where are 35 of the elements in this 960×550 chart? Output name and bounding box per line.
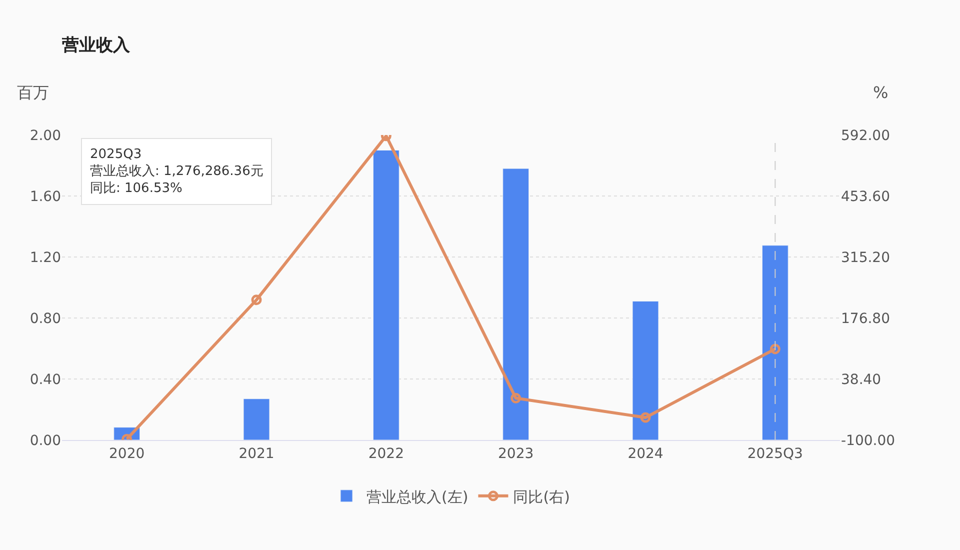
y2-tick-label: 453.60 <box>841 188 890 205</box>
annotation: 2025Q3 <box>90 147 142 162</box>
x-tick-label: 2020 <box>109 446 145 462</box>
point <box>640 412 651 423</box>
chart-title: 营业收入 <box>61 35 131 56</box>
bar <box>632 300 659 440</box>
annotation: 营业总收入: 1,276,286.36元 <box>90 164 264 179</box>
y-tick-label: 0.40 <box>30 372 61 388</box>
point <box>510 392 522 404</box>
y-tick-label: 1.60 <box>30 188 61 205</box>
y-tick-label: 0.80 <box>30 310 61 327</box>
bar <box>372 150 400 440</box>
x-tick-label: 2022 <box>368 446 404 462</box>
y2-tick-label: 315.20 <box>841 250 890 266</box>
y2-tick-label: 38.40 <box>841 372 882 388</box>
x-tick-label: 2023 <box>498 446 534 462</box>
y2-tick-label: 592.00 <box>841 128 890 144</box>
y-tick-label: 2.00 <box>30 128 61 144</box>
bar <box>502 168 530 440</box>
x-tick-label: 2024 <box>628 446 664 462</box>
annotation: 同比: 106.53% <box>90 180 182 196</box>
x-tick-label: 2021 <box>238 446 274 462</box>
y2-axis-title: % <box>873 83 888 102</box>
y-tick-label: 0.00 <box>30 432 61 449</box>
x-tick-label: 2025Q3 <box>747 446 803 462</box>
point <box>770 344 780 354</box>
y2-tick-label: 176.80 <box>841 310 890 327</box>
bar <box>243 398 270 440</box>
y-axis-title: 百万 <box>17 83 49 102</box>
legend-label: 营业总收入(左) <box>366 488 468 506</box>
point <box>251 294 262 306</box>
y2-tick-label: -100.00 <box>841 432 896 449</box>
y-tick-label: 1.20 <box>30 250 61 266</box>
bar <box>762 245 788 440</box>
legend-label: 同比(右) <box>513 488 570 506</box>
